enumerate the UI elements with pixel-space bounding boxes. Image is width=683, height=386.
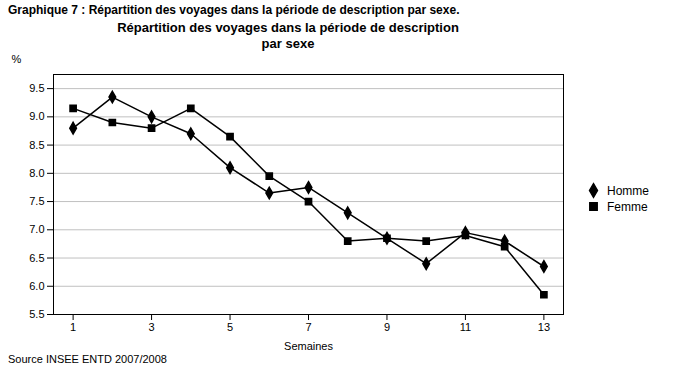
html-text:Source INSEE ENTD 2007/2008: Source INSEE ENTD 2007/2008 <box>8 353 167 365</box>
svg-text:11: 11 <box>460 321 471 333</box>
svg-text:9: 9 <box>384 321 390 333</box>
html-text:Graphique 7 : Répartition des: Graphique 7 : Répartition des voyages da… <box>8 3 460 17</box>
svg-text:7.0: 7.0 <box>29 223 44 235</box>
svg-text:5.5: 5.5 <box>29 308 44 320</box>
svg-text:6.5: 6.5 <box>29 252 44 264</box>
svg-text:5: 5 <box>227 321 233 333</box>
svg-text:3: 3 <box>149 321 155 333</box>
svg-text:7.5: 7.5 <box>29 195 44 207</box>
svg-text:8.5: 8.5 <box>29 139 44 151</box>
svg-text:%: % <box>12 53 22 65</box>
svg-text:9.5: 9.5 <box>29 82 44 94</box>
svg-text:7: 7 <box>305 321 311 333</box>
html-text:Homme: Homme <box>607 183 649 198</box>
svg-text:1: 1 <box>70 321 76 333</box>
svg-text:Semaines: Semaines <box>284 340 333 352</box>
svg-text:6.0: 6.0 <box>29 280 44 292</box>
svg-text:8.0: 8.0 <box>29 167 44 179</box>
svg-text:9.0: 9.0 <box>29 110 44 122</box>
html-text:Répartition des voyages dans l: Répartition des voyages dans la période … <box>117 20 459 51</box>
svg-text:13: 13 <box>538 321 550 333</box>
html-text:Femme: Femme <box>607 199 648 214</box>
